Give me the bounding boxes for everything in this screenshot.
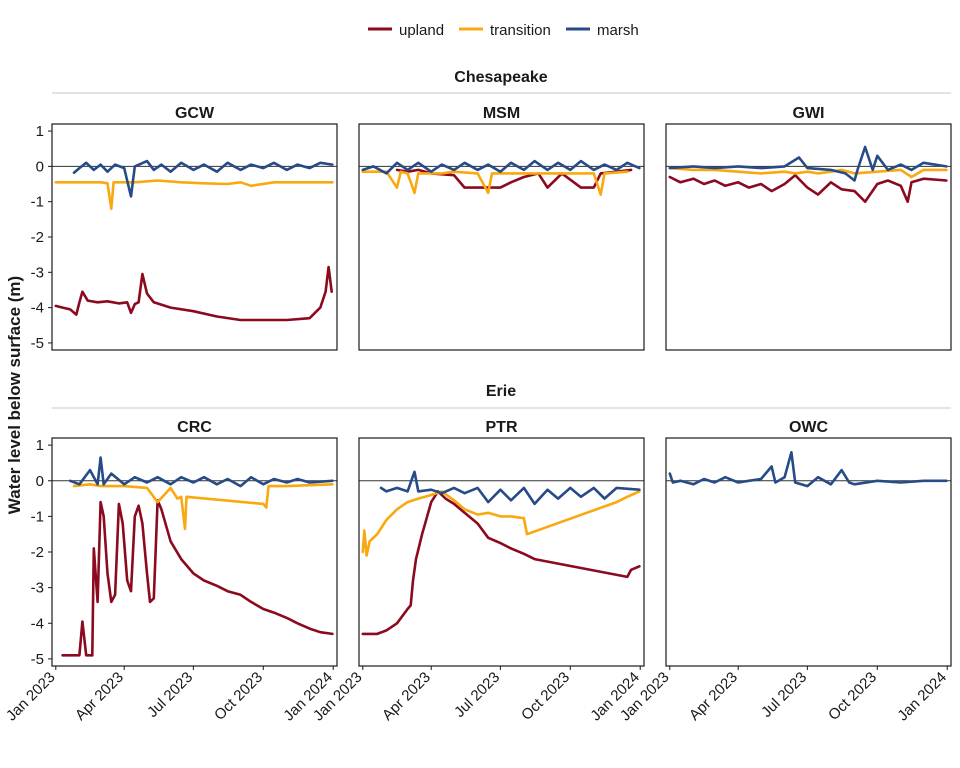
x-tick-label: Apr 2023 [72, 669, 127, 724]
legend-entry-marsh: marsh [566, 22, 639, 39]
series-line-marsh [68, 456, 334, 488]
series-line-upland [668, 173, 948, 203]
y-tick-label: -1 [31, 508, 44, 525]
x-tick-label: Jul 2023 [758, 669, 810, 721]
y-tick-label: -5 [31, 335, 44, 352]
legend-entry-transition: transition [459, 22, 551, 39]
panel-title-ptr: PTR [486, 419, 518, 436]
panel-gcw: GCW 1 0 -1 -2 -3 -4 -5 [31, 105, 338, 352]
series-line-marsh [379, 470, 641, 506]
series-line-upland [61, 499, 334, 657]
series-line-marsh [668, 451, 948, 488]
series-line-transition [361, 490, 641, 557]
x-tick-label: Jan 2023 [3, 669, 59, 725]
y-tick-label: -1 [31, 194, 44, 211]
legend-label-upland: upland [399, 22, 444, 39]
y-tick-label: 0 [36, 158, 44, 175]
y-tick-label: 1 [36, 123, 44, 140]
y-tick-label: -2 [31, 544, 44, 561]
panel-gwi: GWI [665, 105, 952, 351]
x-tick-label: Jul 2023 [144, 669, 196, 721]
y-tick-label: 0 [36, 473, 44, 490]
y-tick-label: -4 [31, 615, 44, 632]
series-line-upland [54, 265, 333, 322]
y-tick-label: -2 [31, 229, 44, 246]
panel-msm: MSM [358, 105, 645, 351]
series-line-transition [361, 170, 629, 196]
panel-title-crc: CRC [177, 419, 212, 436]
legend-label-transition: transition [490, 22, 551, 39]
group-title-erie: Erie [486, 383, 516, 400]
legend: upland transition marsh [368, 22, 639, 39]
series-line-marsh [361, 159, 641, 175]
series-line-transition [72, 483, 334, 531]
series-line-upland [361, 490, 641, 636]
series-line-marsh [72, 159, 334, 198]
series-line-transition [54, 179, 334, 211]
x-tick-label: Oct 2023 [518, 669, 573, 724]
panel-frame [51, 123, 338, 351]
panel-title-gwi: GWI [793, 105, 825, 122]
panel-title-owc: OWC [789, 419, 829, 436]
y-axis-title: Water level below surface (m) [5, 276, 24, 514]
y-tick-label: 1 [36, 437, 44, 454]
panel-title-gcw: GCW [175, 105, 215, 122]
legend-entry-upland: upland [368, 22, 444, 39]
group-chesapeake: Chesapeake GCW 1 0 -1 -2 -3 -4 -5 MSM GWI [31, 69, 952, 352]
x-tick-label: Jan 2024 [894, 669, 950, 725]
x-tick-label: Oct 2023 [211, 669, 266, 724]
x-tick-label: Oct 2023 [825, 669, 880, 724]
group-title-chesapeake: Chesapeake [454, 69, 547, 86]
facet-grid: Chesapeake GCW 1 0 -1 -2 -3 -4 -5 MSM GWI Erie CRC 1 0… [3, 69, 952, 725]
series-line-transition [668, 166, 948, 179]
series-line-marsh [668, 145, 948, 182]
y-tick-label: -5 [31, 651, 44, 668]
x-tick-label: Apr 2023 [686, 669, 741, 724]
x-tick-label: Jul 2023 [451, 669, 503, 721]
panel-frame [358, 123, 645, 351]
panel-frame [665, 123, 952, 351]
panel-title-msm: MSM [483, 105, 520, 122]
x-tick-label: Apr 2023 [379, 669, 434, 724]
legend-label-marsh: marsh [597, 22, 639, 39]
panel-frame [665, 437, 952, 667]
y-tick-label: -3 [31, 264, 44, 281]
panel-frame [358, 437, 645, 667]
y-tick-label: -3 [31, 580, 44, 597]
y-tick-label: -4 [31, 300, 44, 317]
